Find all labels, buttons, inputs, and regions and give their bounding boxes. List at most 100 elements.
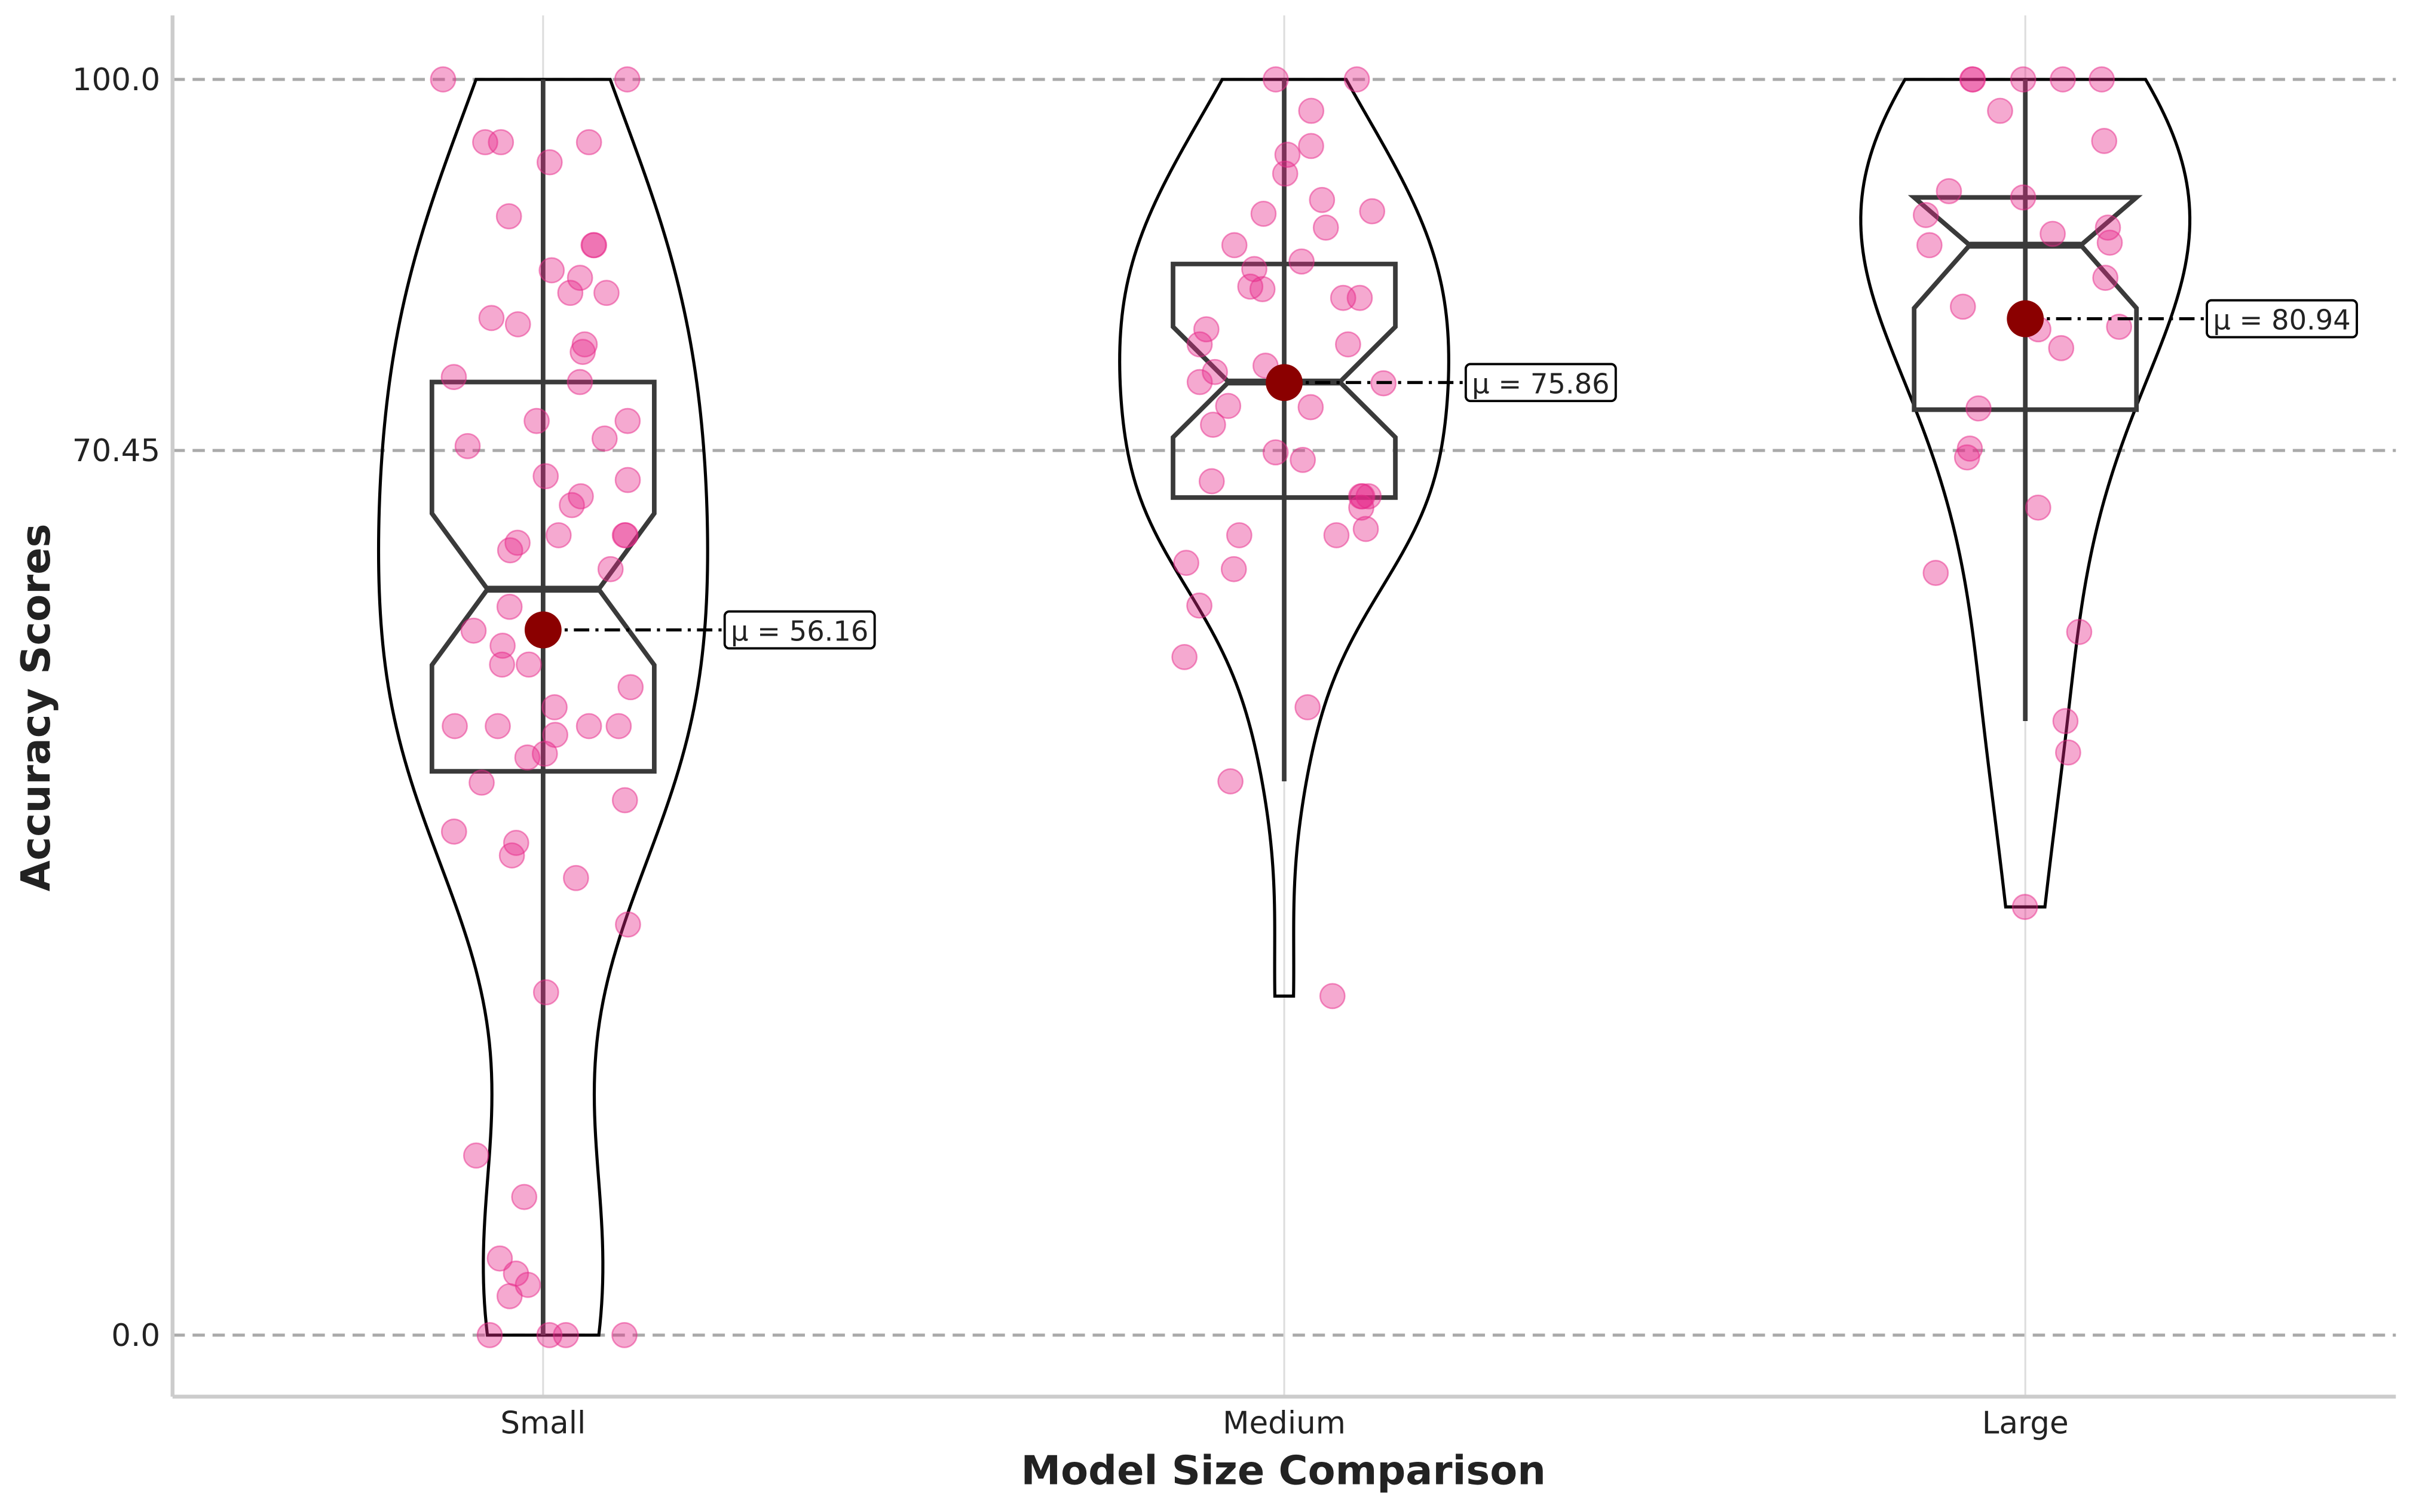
data-point <box>2048 335 2075 361</box>
data-point <box>1274 142 1301 168</box>
data-point <box>593 280 620 306</box>
data-point <box>1220 556 1247 582</box>
data-point <box>504 311 531 338</box>
data-point <box>611 787 638 814</box>
data-point <box>614 467 641 493</box>
data-point <box>1294 694 1321 720</box>
data-point <box>496 593 523 620</box>
data-point <box>1922 560 1949 586</box>
mean-label-box <box>2206 299 2358 339</box>
data-point <box>1173 550 1199 576</box>
data-point <box>1916 232 1943 259</box>
data-point <box>454 433 481 459</box>
data-point <box>617 674 644 701</box>
data-point <box>1186 592 1212 619</box>
data-point <box>463 1142 489 1169</box>
data-point <box>1349 483 1376 510</box>
data-point <box>460 617 487 644</box>
data-point <box>615 911 641 938</box>
data-point <box>2050 66 2076 93</box>
box <box>1171 262 1398 500</box>
data-point <box>472 129 498 155</box>
data-point <box>489 633 516 659</box>
data-point <box>1198 468 1225 495</box>
data-point <box>1319 983 1346 1010</box>
data-point <box>1959 66 1986 93</box>
data-point <box>557 280 584 306</box>
data-point <box>1346 284 1373 311</box>
data-point <box>514 744 541 771</box>
data-point <box>575 713 602 740</box>
violin <box>1859 78 2192 909</box>
data-point <box>1262 439 1289 466</box>
data-point <box>2066 618 2093 645</box>
data-point <box>504 529 531 556</box>
violin <box>1118 78 1450 998</box>
data-point <box>523 407 550 434</box>
x-axis-label: Model Size Comparison <box>1021 1447 1546 1494</box>
data-point <box>1288 248 1315 275</box>
mean-label: μ = 75.86 <box>1472 367 1609 400</box>
data-point <box>1352 516 1379 542</box>
data-point <box>2106 314 2133 340</box>
data-point <box>2025 494 2051 521</box>
data-point <box>566 265 593 291</box>
marks: μ = 56.16 μ = 75.86 μ = 80.94 <box>376 66 2358 1348</box>
data-point <box>511 1183 538 1210</box>
mean-label-box <box>1464 363 1617 403</box>
data-point <box>591 425 618 452</box>
data-point <box>476 1322 503 1348</box>
x-tick-label: Small <box>500 1406 586 1442</box>
mean-point <box>2007 300 2044 338</box>
data-point <box>566 369 593 395</box>
data-point <box>538 257 565 284</box>
data-point <box>1912 202 1939 228</box>
data-point <box>1215 392 1242 419</box>
data-point <box>563 864 589 891</box>
data-point <box>1987 97 2013 124</box>
data-point <box>1290 446 1316 473</box>
mean-label: μ = 80.94 <box>2213 304 2350 336</box>
data-point <box>2092 265 2119 291</box>
mean-point <box>524 611 562 649</box>
data-point <box>536 149 563 176</box>
data-point <box>2010 184 2037 211</box>
data-point <box>1250 200 1277 227</box>
mean-point <box>1266 364 1303 401</box>
data-point <box>541 694 568 720</box>
data-point <box>532 979 559 1005</box>
data-point <box>1309 186 1336 213</box>
data-point <box>1298 133 1324 160</box>
data-point <box>1949 293 1976 320</box>
data-point <box>489 651 516 678</box>
data-point <box>1965 395 1992 422</box>
data-point <box>1953 444 1980 471</box>
y-tick-label: 0.0 <box>111 1318 160 1354</box>
data-point <box>575 129 602 155</box>
data-point <box>497 537 523 564</box>
violin <box>376 78 709 1337</box>
data-point <box>2055 739 2081 766</box>
mean-label: μ = 56.16 <box>731 615 868 647</box>
data-point <box>1217 768 1244 795</box>
data-point <box>468 769 495 796</box>
data-point <box>2052 708 2079 734</box>
data-point <box>2091 128 2118 154</box>
data-point <box>495 203 522 229</box>
data-point <box>1298 97 1325 124</box>
data-point <box>1335 331 1361 358</box>
x-tick-label: Large <box>1982 1406 2069 1442</box>
box <box>1907 195 2143 412</box>
data-point <box>1359 198 1386 225</box>
box <box>429 379 657 774</box>
data-point <box>478 305 505 332</box>
data-point <box>559 492 585 519</box>
data-point <box>605 713 632 740</box>
data-point <box>614 66 641 93</box>
data-point <box>611 522 638 548</box>
data-point <box>1343 66 1370 93</box>
data-point <box>1249 276 1276 302</box>
data-point <box>430 66 457 93</box>
data-point <box>1171 643 1198 670</box>
